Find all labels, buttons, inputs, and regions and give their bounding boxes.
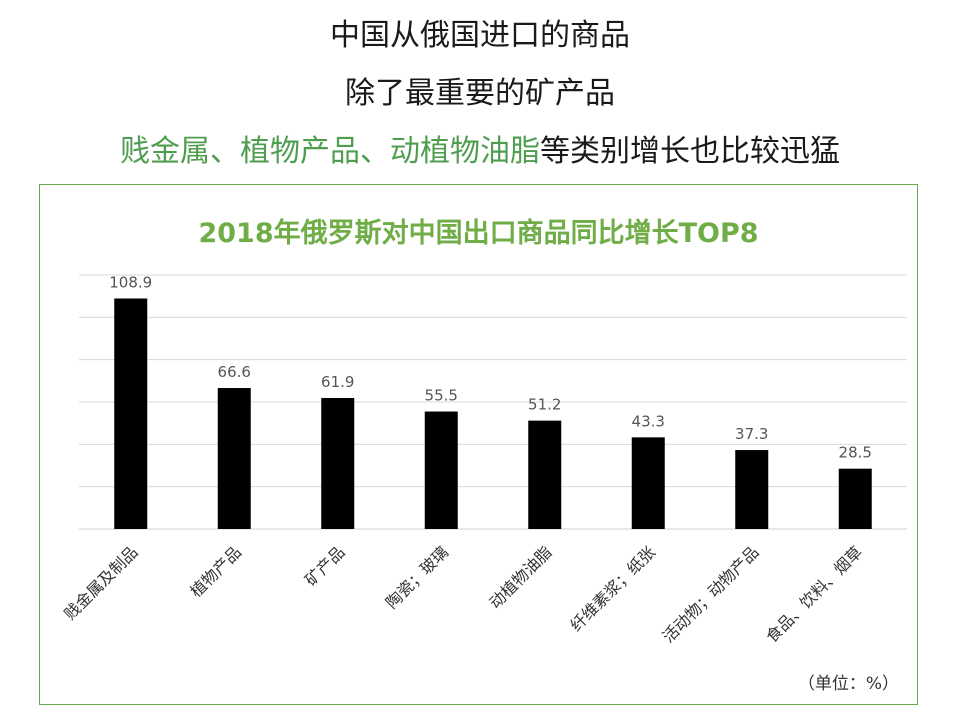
- data-label: 37.3: [735, 425, 768, 443]
- data-label: 61.9: [321, 373, 354, 391]
- x-tick-label: 纤维素浆；纸张: [566, 542, 659, 635]
- chart-title: 2018年俄罗斯对中国出口商品同比增长TOP8: [198, 218, 759, 249]
- headline-highlight: 贱金属、植物产品、动植物油脂: [120, 134, 540, 169]
- data-label: 43.3: [632, 412, 665, 430]
- bar: [217, 388, 251, 529]
- bar: [321, 397, 355, 529]
- data-label: 108.9: [109, 273, 152, 291]
- data-label: 66.6: [218, 363, 251, 381]
- unit-label: （单位：%）: [797, 674, 899, 694]
- bar: [114, 298, 148, 529]
- bar: [528, 420, 562, 529]
- data-label: 51.2: [528, 396, 561, 414]
- x-tick-label: 矿产品: [301, 542, 348, 589]
- data-label: 28.5: [839, 444, 872, 462]
- bar: [424, 411, 458, 529]
- x-tick-label: 动植物油脂: [486, 542, 556, 612]
- bar: [631, 437, 665, 529]
- bar: [838, 468, 872, 529]
- headline-line-3: 贱金属、植物产品、动植物油脂等类别增长也比较迅猛: [0, 134, 960, 170]
- x-tick-label: 贱金属及制品: [60, 542, 141, 623]
- data-label: 55.5: [425, 387, 458, 405]
- headline-rest: 等类别增长也比较迅猛: [540, 134, 840, 169]
- headline-line-1: 中国从俄国进口的商品: [330, 18, 630, 53]
- headline-line-2: 除了最重要的矿产品: [345, 76, 615, 111]
- bar: [735, 450, 769, 529]
- x-tick-label: 活动物；动物产品: [659, 542, 763, 646]
- x-tick-label: 植物产品: [186, 542, 245, 601]
- x-tick-label: 食品、饮料、烟草: [762, 542, 866, 646]
- bar-chart: 108.9 贱金属及制品 66.6 植物产品 61.9 矿产品 55.5 陶瓷；玻璃 51.2 动…: [60, 273, 907, 646]
- chart-panel: 2018年俄罗斯对中国出口商品同比增长TOP8 108.9 贱金属及制品 66.6 植…: [39, 184, 918, 705]
- x-tick-label: 陶瓷；玻璃: [382, 542, 452, 612]
